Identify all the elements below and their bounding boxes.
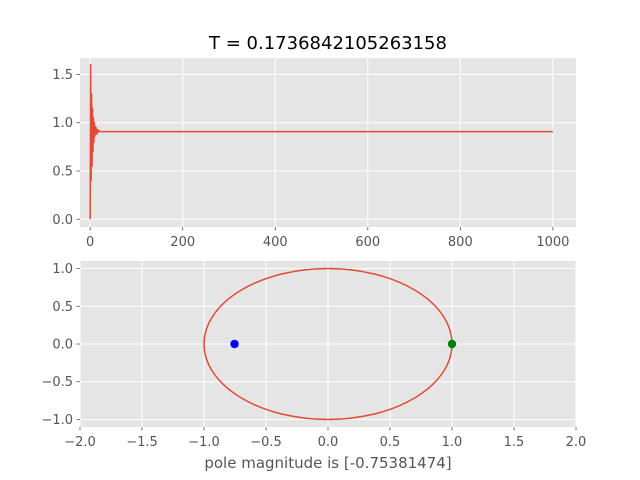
bottom-axes: −2.0 −1.5 −1.0 −0.5 0.0 0.5 1.0 1.5 2.0 −1.0 −0.5 0…: [41, 261, 586, 472]
bottom-x-tick-label: −2.0: [64, 435, 96, 450]
response-line-0: [89, 64, 553, 220]
bottom-x-tick-label: 0.0: [318, 435, 339, 450]
top-gridlines: [80, 58, 576, 227]
bottom-y-tick-label: 0.0: [52, 338, 73, 353]
pole-point-0: [230, 339, 239, 349]
top-y-tick-label: 1.0: [52, 116, 73, 131]
bottom-y-tick-label: 0.5: [52, 300, 73, 315]
bottom-x-tick-label: −1.5: [126, 435, 158, 450]
top-series: [89, 64, 553, 220]
top-x-tick-label: 400: [263, 235, 288, 250]
top-x-tick-label: 800: [448, 235, 473, 250]
bottom-x-tick-label: −0.5: [250, 435, 282, 450]
top-y-tick-label: 0.5: [52, 164, 73, 179]
top-x-tick-label: 200: [170, 235, 195, 250]
bottom-x-tick-label: 1.5: [504, 435, 525, 450]
pole-point-1: [447, 339, 457, 349]
bottom-x-axis-label: pole magnitude is [-0.75381474]: [204, 454, 451, 472]
figure-title: T = 0.1736842105263158: [208, 33, 447, 54]
bottom-x-tick-label: −1.0: [188, 435, 220, 450]
bottom-tick-labels: −2.0 −1.5 −1.0 −0.5 0.0 0.5 1.0 1.5 2.0 −1.0 −0.5 0…: [41, 262, 586, 450]
bottom-x-tick-label: 0.5: [380, 435, 401, 450]
top-x-tick-label: 1000: [536, 235, 569, 250]
top-x-tick-label: 600: [355, 235, 380, 250]
top-y-tick-label: 0.0: [52, 213, 73, 228]
top-plot-area: [80, 58, 576, 227]
top-y-tick-label: 1.5: [52, 68, 73, 83]
bottom-x-tick-label: 2.0: [566, 435, 587, 450]
bottom-series: [203, 267, 457, 421]
bottom-y-tick-label: −1.0: [41, 413, 73, 428]
bottom-y-tick-label: −0.5: [41, 375, 73, 390]
top-x-tick-label: 0: [86, 235, 94, 250]
bottom-x-tick-label: 1.0: [442, 435, 463, 450]
top-tick-labels: 0 200 400 600 800 1000 0.0 0.5 1.0 1.5: [52, 68, 569, 250]
bottom-y-tick-label: 1.0: [52, 262, 73, 277]
top-axes: 0 200 400 600 800 1000 0.0 0.5 1.0 1.5: [52, 58, 576, 250]
